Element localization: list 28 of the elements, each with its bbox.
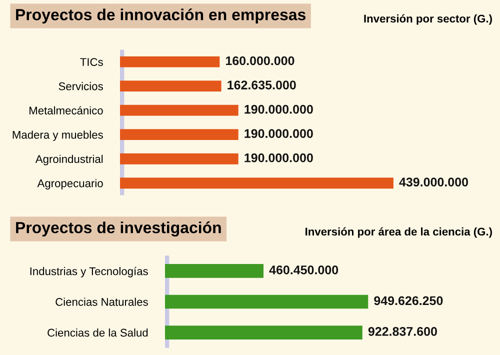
bar xyxy=(120,80,222,92)
text: Inversión por sector (G.) xyxy=(364,14,492,25)
bar xyxy=(120,153,238,164)
bar xyxy=(120,178,394,189)
data-label: 190.000.000 xyxy=(244,129,313,138)
data-label: 160.000.000 xyxy=(226,56,294,66)
y-tick-label: Madera y muebles xyxy=(12,130,103,141)
data-label: 949.626.250 xyxy=(374,296,443,306)
data-label: 190.000.000 xyxy=(244,104,313,114)
data-label: 439.000.000 xyxy=(399,178,468,186)
chart-title: Proyectos de investigación xyxy=(16,221,221,237)
y-tick-label: Agroindustrial xyxy=(35,154,103,166)
data-label: 922.837.600 xyxy=(368,327,437,336)
data-label: 162.635.000 xyxy=(228,80,296,90)
chart-title: Proyectos de innovación en empresas xyxy=(16,8,306,24)
y-tick-label: TICs xyxy=(80,58,103,66)
data-label: 460.450.000 xyxy=(269,265,338,274)
y-tick-label: Metalmecánico xyxy=(30,106,103,114)
data-label: 190.000.000 xyxy=(244,153,313,162)
y-tick-label: Ciencias Naturales xyxy=(56,298,148,306)
bar xyxy=(120,56,220,68)
y-tick-label: Industrias y Tecnologías xyxy=(30,266,148,278)
bar xyxy=(120,129,238,140)
y-tick-label: Ciencias de la Salud xyxy=(48,328,148,337)
text: Inversión por área de la ciencia (G.) xyxy=(306,227,492,238)
y-tick-label: Servicios xyxy=(58,82,103,90)
bar xyxy=(120,104,238,116)
y-tick-label: Agropecuario xyxy=(37,179,103,190)
